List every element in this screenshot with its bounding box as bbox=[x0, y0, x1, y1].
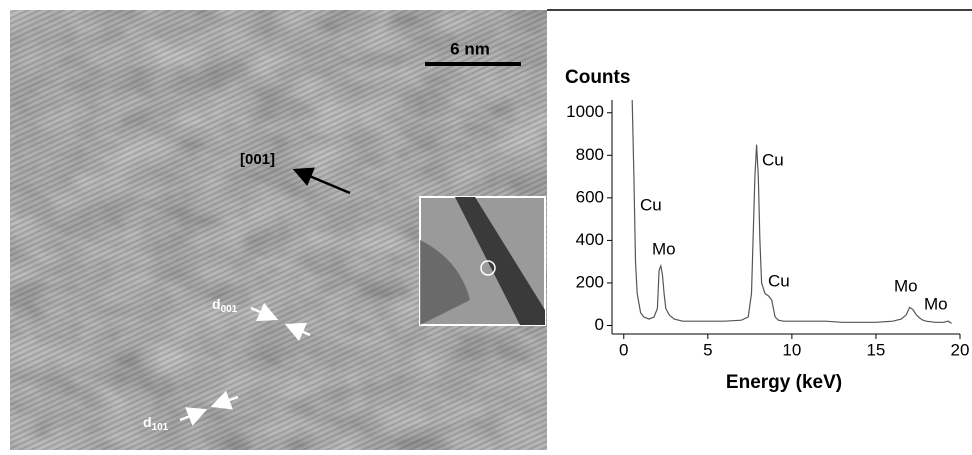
peak-label: Mo bbox=[924, 294, 948, 313]
spectrum-line bbox=[631, 99, 952, 324]
y-tick-label: 400 bbox=[576, 230, 604, 249]
y-axis-label: Counts bbox=[565, 67, 630, 88]
y-tick-label: 800 bbox=[576, 145, 604, 164]
d101-label: d101 bbox=[143, 414, 169, 433]
arrow bbox=[179, 407, 208, 426]
x-tick-label: 20 bbox=[951, 340, 970, 359]
peak-label: Mo bbox=[652, 239, 676, 258]
arrow bbox=[292, 167, 351, 195]
y-tick-label: 0 bbox=[595, 315, 604, 334]
y-tick-label: 1000 bbox=[566, 102, 604, 121]
peak-label: Cu bbox=[762, 150, 784, 169]
arrow bbox=[210, 390, 239, 410]
x-tick-label: 15 bbox=[866, 340, 885, 359]
inset bbox=[419, 196, 546, 326]
peak-label: Cu bbox=[640, 195, 662, 214]
direction-label: [001] bbox=[240, 151, 275, 168]
arrow bbox=[250, 302, 279, 322]
scale-label: 6 nm bbox=[450, 39, 490, 58]
x-tick-label: 5 bbox=[703, 340, 712, 359]
x-tick-label: 0 bbox=[619, 340, 628, 359]
arrow bbox=[284, 322, 311, 342]
plot: 0 200 400 600 800 1000 0 5 10 15 20 Cu Mo Cu Cu Mo Mo bbox=[566, 99, 970, 359]
d001-label: d001 bbox=[212, 296, 238, 315]
y-tick-label: 200 bbox=[576, 272, 604, 291]
x-axis-label: Energy (keV) bbox=[726, 372, 842, 393]
y-tick-label: 600 bbox=[576, 187, 604, 206]
x-tick-label: 10 bbox=[782, 340, 801, 359]
peak-label: Mo bbox=[894, 276, 918, 295]
peak-label: Cu bbox=[768, 271, 790, 290]
